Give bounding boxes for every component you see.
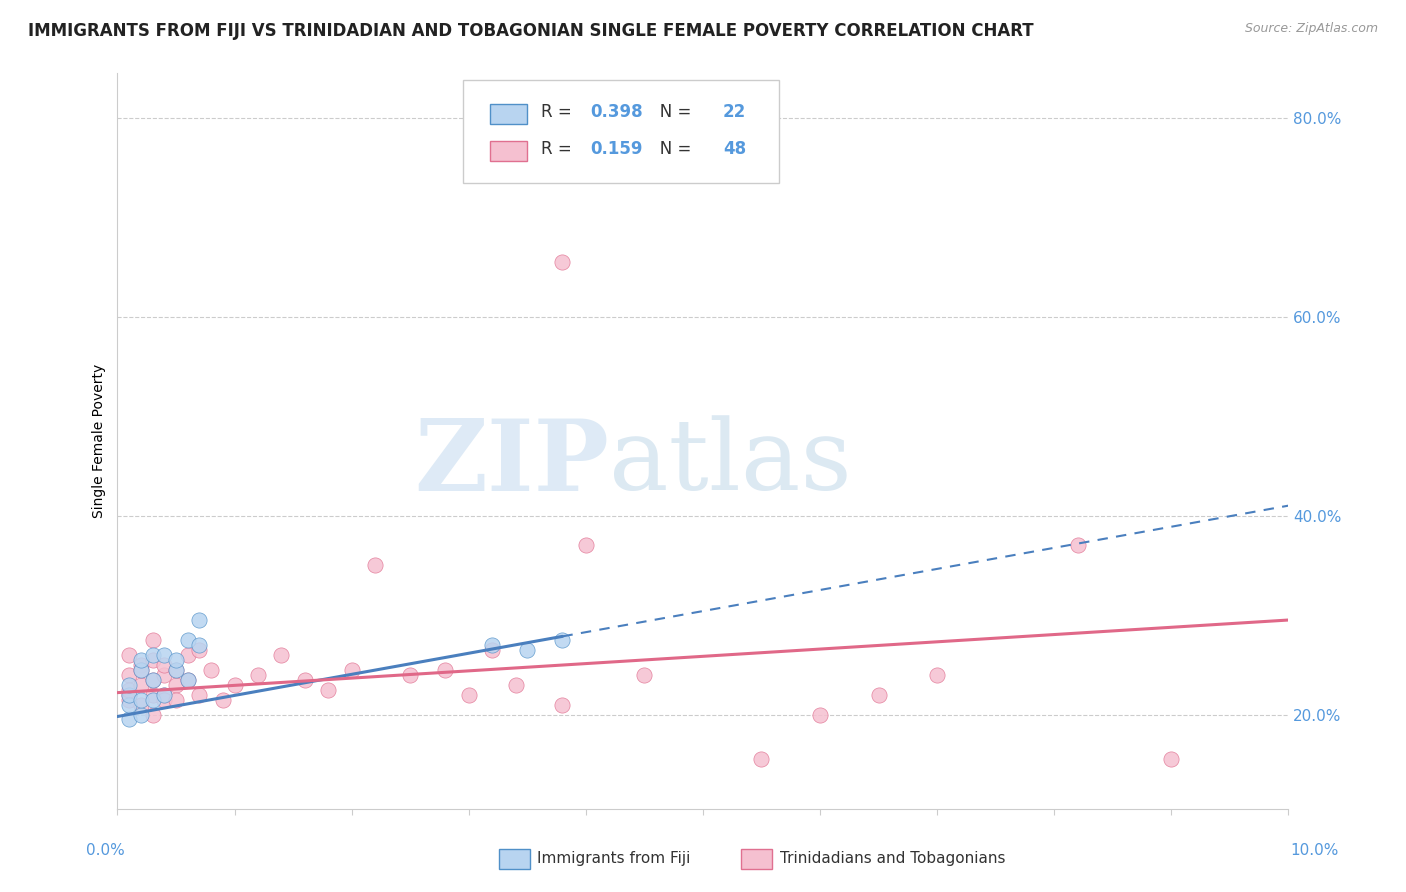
Point [142, 632, 165, 647]
Point [868, 688, 890, 702]
Point [188, 613, 211, 627]
Point [211, 692, 233, 706]
FancyBboxPatch shape [463, 80, 779, 184]
Point [165, 678, 187, 692]
Text: 10.0%: 10.0% [1291, 843, 1339, 858]
Point [129, 657, 152, 672]
Point [142, 648, 165, 662]
Point [751, 752, 773, 766]
Point [129, 663, 152, 677]
Point [551, 255, 574, 269]
Point [118, 698, 141, 712]
Point [633, 667, 655, 681]
Point [434, 663, 457, 677]
Point [575, 538, 598, 552]
Point [118, 682, 141, 697]
Point [340, 663, 363, 677]
Text: IMMIGRANTS FROM FIJI VS TRINIDADIAN AND TOBAGONIAN SINGLE FEMALE POVERTY CORRELA: IMMIGRANTS FROM FIJI VS TRINIDADIAN AND … [28, 22, 1033, 40]
Point [399, 667, 422, 681]
Point [142, 692, 165, 706]
Point [1066, 538, 1088, 552]
Point [142, 673, 165, 687]
Point [129, 663, 152, 677]
Point [153, 648, 176, 662]
Point [551, 698, 574, 712]
Point [129, 692, 152, 706]
Point [176, 673, 198, 687]
Point [118, 678, 141, 692]
FancyBboxPatch shape [489, 141, 527, 161]
Text: N =: N = [644, 140, 697, 158]
Point [364, 558, 387, 573]
Point [294, 673, 316, 687]
Point [176, 632, 198, 647]
Point [188, 643, 211, 657]
Text: R =: R = [541, 103, 578, 121]
Point [142, 688, 165, 702]
Text: ZIP: ZIP [415, 415, 609, 512]
Text: 0.159: 0.159 [591, 140, 643, 158]
Text: Source: ZipAtlas.com: Source: ZipAtlas.com [1244, 22, 1378, 36]
Point [118, 648, 141, 662]
Point [129, 653, 152, 667]
Point [153, 692, 176, 706]
Point [118, 692, 141, 706]
Point [808, 707, 831, 722]
Point [176, 673, 198, 687]
Text: N =: N = [644, 103, 697, 121]
Point [505, 678, 527, 692]
FancyBboxPatch shape [489, 103, 527, 124]
Point [118, 688, 141, 702]
Point [142, 653, 165, 667]
Text: atlas: atlas [609, 415, 852, 511]
Point [165, 692, 187, 706]
Point [129, 678, 152, 692]
Point [153, 688, 176, 702]
Point [927, 667, 949, 681]
Point [224, 678, 246, 692]
Point [153, 667, 176, 681]
Point [118, 713, 141, 727]
Point [270, 648, 292, 662]
Point [457, 688, 479, 702]
Text: Immigrants from Fiji: Immigrants from Fiji [537, 851, 690, 865]
Point [316, 682, 339, 697]
Point [165, 663, 187, 677]
Point [153, 688, 176, 702]
Text: Trinidadians and Tobagonians: Trinidadians and Tobagonians [780, 851, 1005, 865]
Y-axis label: Single Female Poverty: Single Female Poverty [93, 364, 107, 518]
Text: 0.0%: 0.0% [86, 843, 125, 858]
Point [118, 688, 141, 702]
Point [165, 653, 187, 667]
Text: R =: R = [541, 140, 578, 158]
Point [551, 632, 574, 647]
Text: 22: 22 [723, 103, 747, 121]
Point [188, 688, 211, 702]
Point [200, 663, 222, 677]
Point [165, 663, 187, 677]
Point [481, 638, 503, 652]
Point [481, 643, 503, 657]
Point [142, 673, 165, 687]
Point [516, 643, 538, 657]
Point [129, 707, 152, 722]
Point [142, 707, 165, 722]
Text: 0.398: 0.398 [591, 103, 643, 121]
Point [129, 698, 152, 712]
Point [118, 667, 141, 681]
Point [176, 648, 198, 662]
Point [1160, 752, 1182, 766]
Point [188, 638, 211, 652]
Point [246, 667, 269, 681]
Text: 48: 48 [723, 140, 747, 158]
Point [153, 657, 176, 672]
